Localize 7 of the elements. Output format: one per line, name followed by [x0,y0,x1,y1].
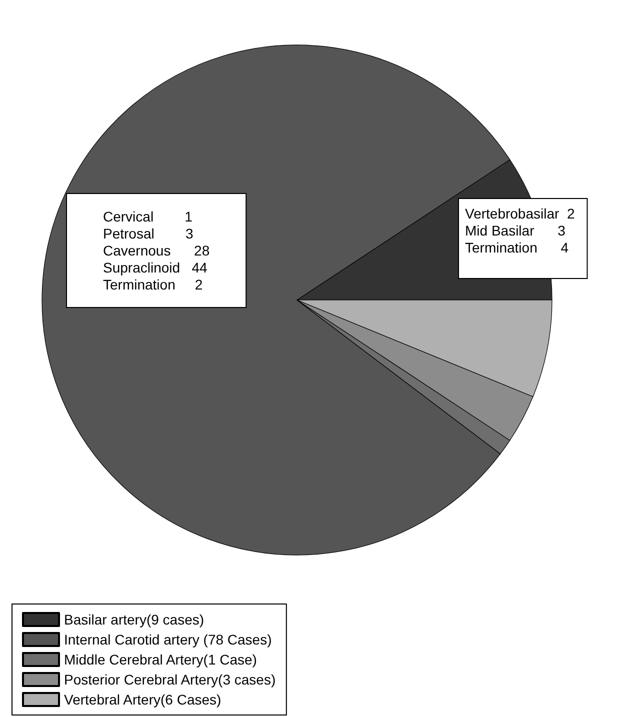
legend-label: Vertebral Artery(6 Cases) [64,692,222,708]
legend-label: Posterior Cerebral Artery(3 cases) [64,672,276,688]
legend-label: Internal Carotid artery (78 Cases) [64,632,272,648]
legend-label: Middle Cerebral Artery(1 Case) [64,652,257,668]
legend-label: Basilar artery(9 cases) [64,612,204,628]
text: Cervical 1 Petrosal 3 Cavernous 28 Supraclinoid 44 Termination 2 [103,208,210,292]
text: Vertebrobasilar 2 Mid Basilar 3 Termination 4 [465,206,575,256]
